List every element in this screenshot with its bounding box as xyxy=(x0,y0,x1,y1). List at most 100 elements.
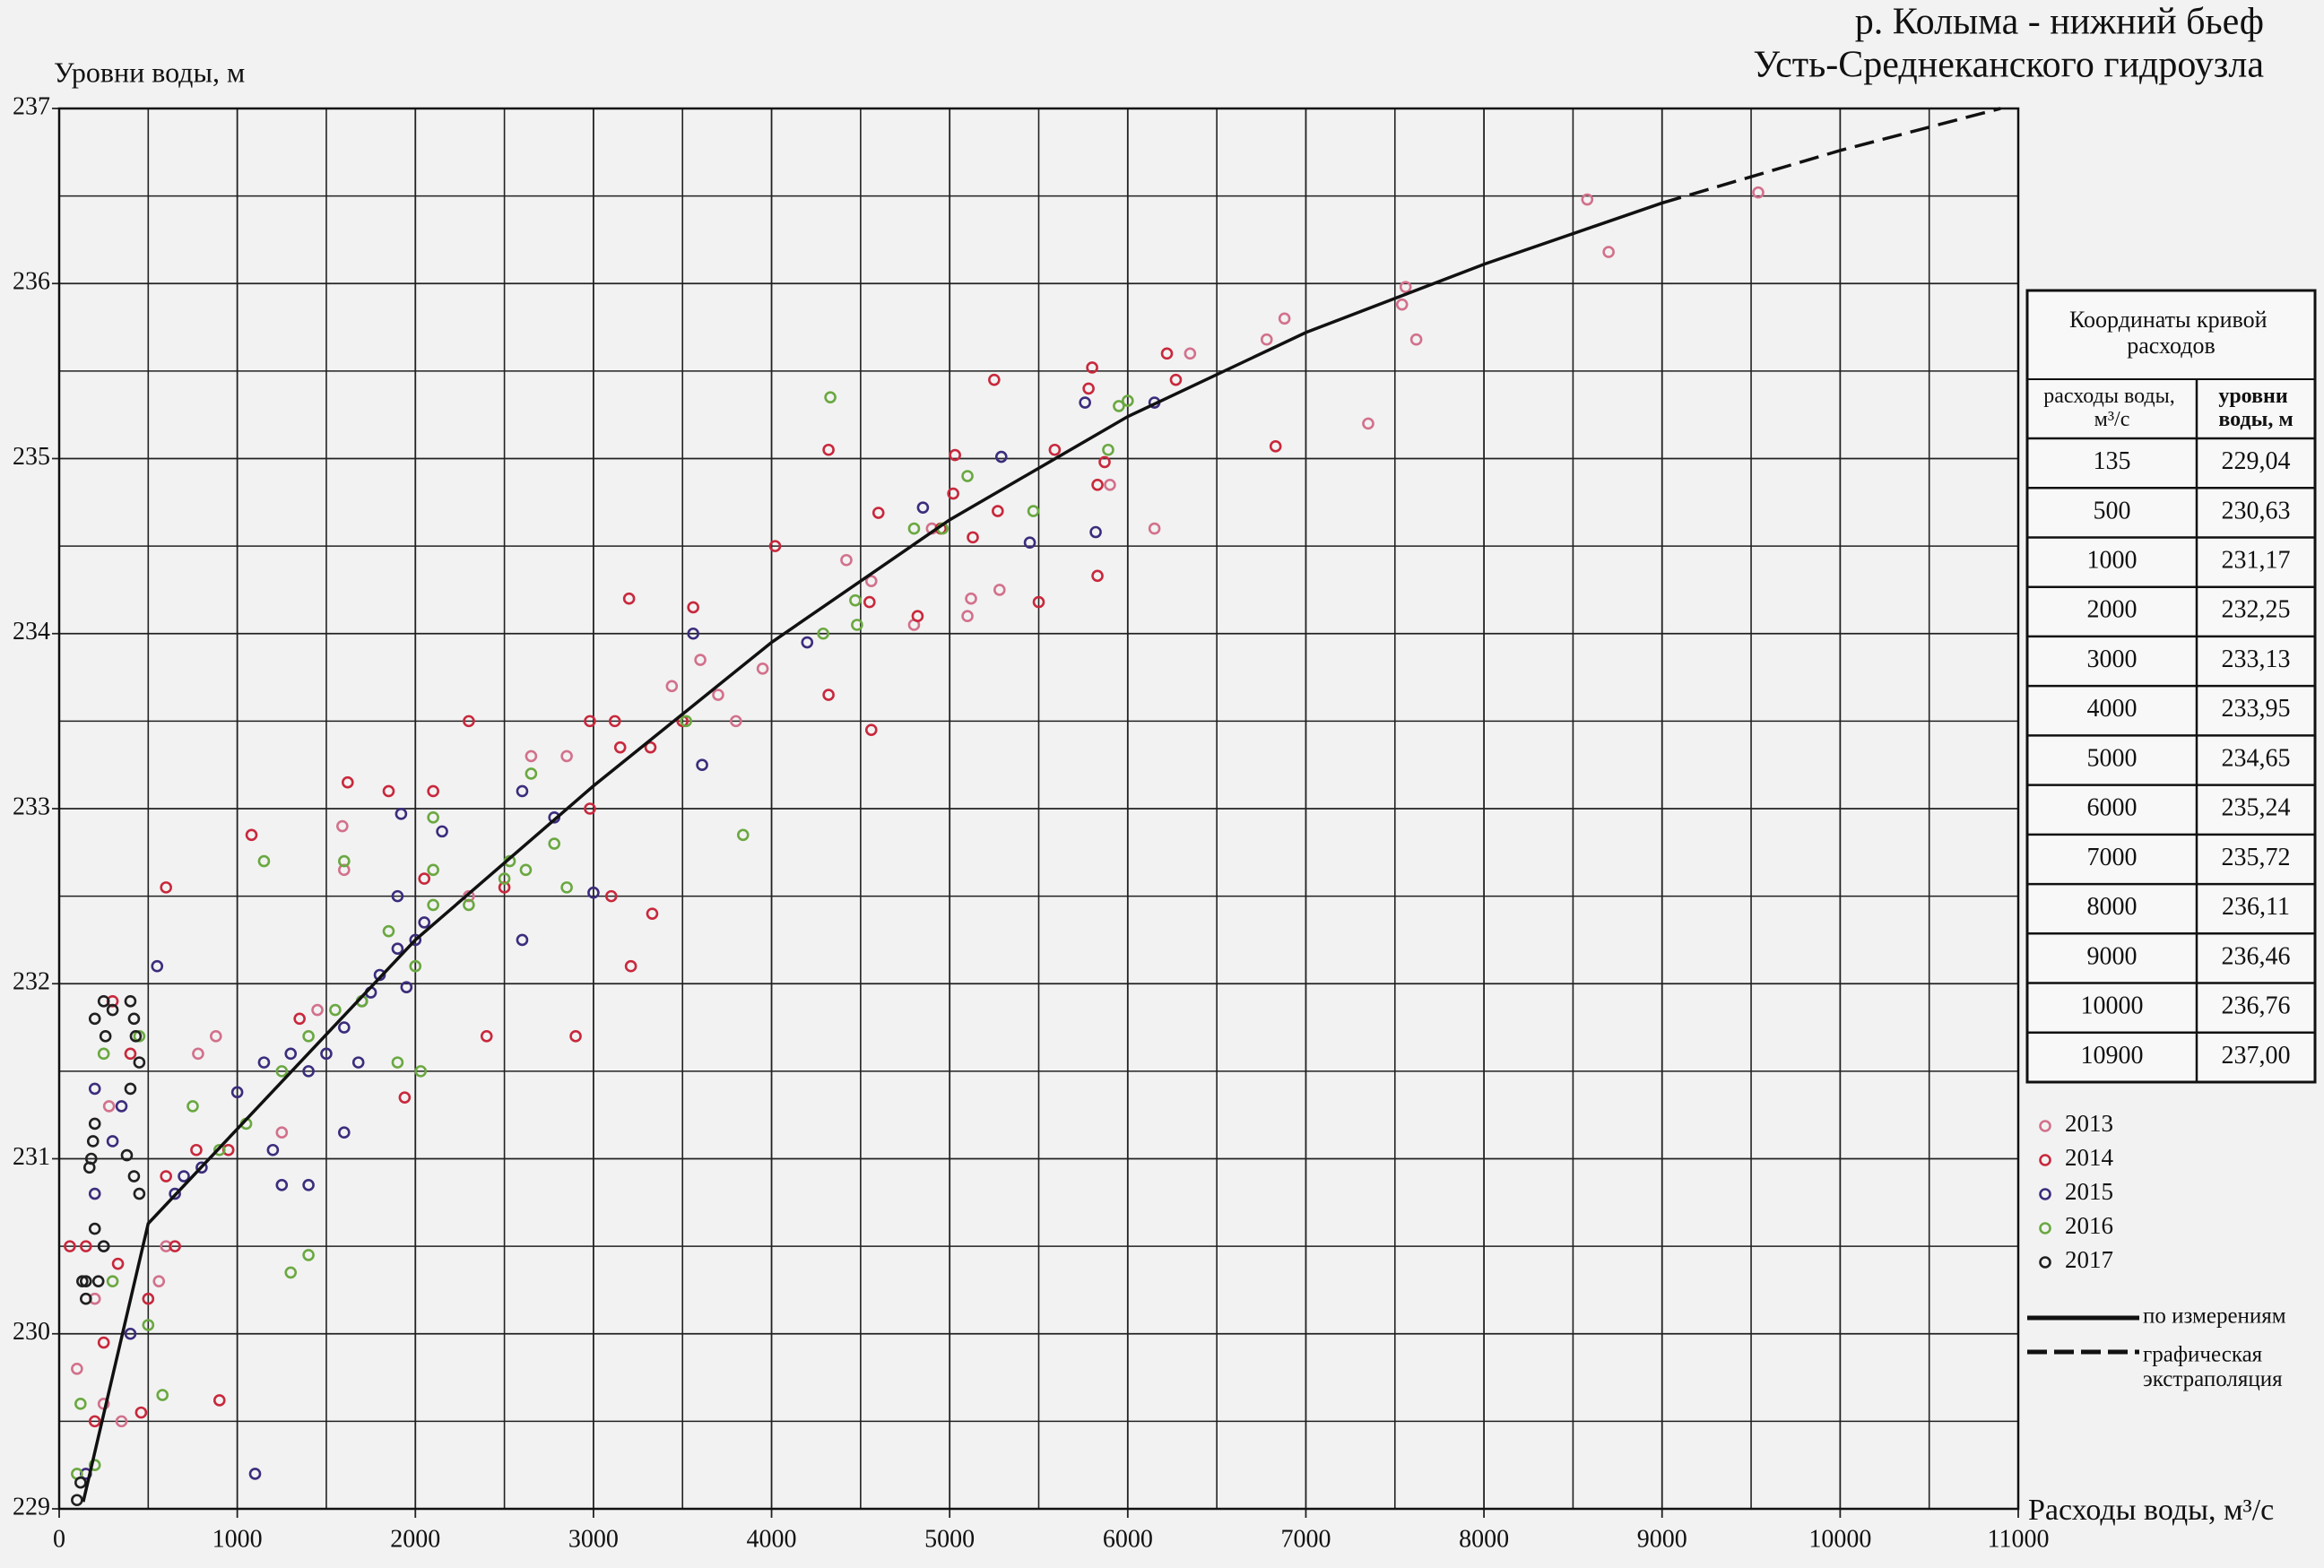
data-point xyxy=(142,1292,155,1305)
table-cell: 135 xyxy=(2094,447,2131,475)
data-point xyxy=(1752,186,1765,199)
y-tick-label: 236 xyxy=(13,268,50,296)
data-point xyxy=(275,1065,289,1078)
data-point xyxy=(248,1468,262,1480)
data-point xyxy=(418,872,431,885)
y-tick-label: 234 xyxy=(13,618,50,645)
data-point xyxy=(988,373,1001,386)
data-point xyxy=(427,810,439,824)
data-point xyxy=(160,1170,172,1182)
table-cell: 5000 xyxy=(2087,744,2138,772)
data-point xyxy=(391,1056,404,1069)
data-point xyxy=(730,715,742,728)
data-point xyxy=(212,1394,226,1407)
data-point xyxy=(584,715,596,728)
legend-marker xyxy=(2039,1188,2051,1200)
legend-label: по измерениям xyxy=(2143,1304,2286,1329)
data-point xyxy=(1169,373,1183,386)
data-point xyxy=(646,907,659,920)
data-point xyxy=(907,522,921,535)
table-cell: 232,25 xyxy=(2222,596,2291,624)
x-tick-label: 8000 xyxy=(1459,1525,1509,1553)
data-point xyxy=(1184,347,1197,360)
table-cell: 233,95 xyxy=(2222,695,2291,723)
data-point xyxy=(106,1135,119,1148)
data-point xyxy=(498,872,511,885)
data-point xyxy=(79,1240,92,1252)
rating-curve xyxy=(1661,107,2001,205)
data-point xyxy=(212,1143,226,1157)
data-point xyxy=(178,1170,190,1182)
legend-label: 2017 xyxy=(2065,1246,2113,1273)
data-point xyxy=(587,886,600,899)
data-point xyxy=(124,1047,137,1061)
data-point xyxy=(341,775,354,789)
data-point xyxy=(480,1030,493,1043)
data-point xyxy=(851,619,863,631)
data-point xyxy=(436,825,448,838)
data-point xyxy=(338,854,351,868)
data-point xyxy=(133,1187,146,1200)
data-point xyxy=(1089,525,1102,539)
data-point xyxy=(822,443,835,456)
data-point xyxy=(872,507,885,519)
data-point xyxy=(71,1363,83,1375)
data-point xyxy=(1399,281,1412,293)
data-point xyxy=(1104,478,1116,491)
data-point xyxy=(302,1065,315,1078)
chart-title: р. Колыма - нижний бьеф xyxy=(1855,2,2264,43)
data-point xyxy=(382,784,395,798)
legend-marker xyxy=(2039,1256,2051,1269)
data-point xyxy=(560,881,573,894)
table-cell: 2000 xyxy=(2087,596,2138,624)
data-point xyxy=(190,1143,203,1157)
data-point xyxy=(97,1240,110,1252)
x-tick-label: 11000 xyxy=(1988,1525,2050,1553)
data-point xyxy=(1269,440,1282,453)
data-point xyxy=(1260,333,1273,346)
data-point xyxy=(992,505,1004,517)
data-point xyxy=(275,1178,289,1191)
data-point xyxy=(97,994,110,1008)
x-tick-label: 10000 xyxy=(1808,1525,1871,1553)
data-point xyxy=(1023,536,1036,550)
data-point xyxy=(169,1240,181,1252)
data-point xyxy=(124,1082,137,1096)
data-point xyxy=(86,1135,100,1148)
x-tick-label: 2000 xyxy=(390,1525,440,1553)
data-point xyxy=(64,1240,76,1252)
data-point xyxy=(329,1003,342,1017)
table-column-header: уровни воды, м xyxy=(2218,384,2293,430)
data-point xyxy=(947,487,959,500)
table-cell: 10900 xyxy=(2081,1042,2144,1070)
x-tick-label: 9000 xyxy=(1637,1525,1687,1553)
data-point xyxy=(712,689,724,701)
data-point xyxy=(967,531,979,544)
data-point xyxy=(284,1047,298,1061)
data-point xyxy=(88,1222,101,1235)
data-point xyxy=(302,1249,315,1261)
data-point xyxy=(849,593,862,607)
data-point xyxy=(97,1336,110,1349)
data-point xyxy=(414,1065,428,1078)
data-point xyxy=(124,994,137,1008)
data-point xyxy=(195,1161,208,1174)
data-point xyxy=(1122,394,1134,407)
x-tick-label: 4000 xyxy=(747,1525,797,1553)
data-point xyxy=(1362,417,1374,430)
data-point xyxy=(863,595,876,609)
data-point xyxy=(696,758,708,771)
data-point xyxy=(106,1275,119,1287)
table-cell: 500 xyxy=(2094,497,2131,524)
data-point xyxy=(1098,455,1111,469)
data-point xyxy=(160,881,172,894)
data-point xyxy=(1602,246,1615,258)
data-point xyxy=(302,1030,315,1043)
data-point xyxy=(1278,312,1291,325)
data-point xyxy=(624,959,637,973)
data-point xyxy=(391,942,404,955)
data-point xyxy=(169,1187,181,1200)
data-point xyxy=(687,627,699,640)
